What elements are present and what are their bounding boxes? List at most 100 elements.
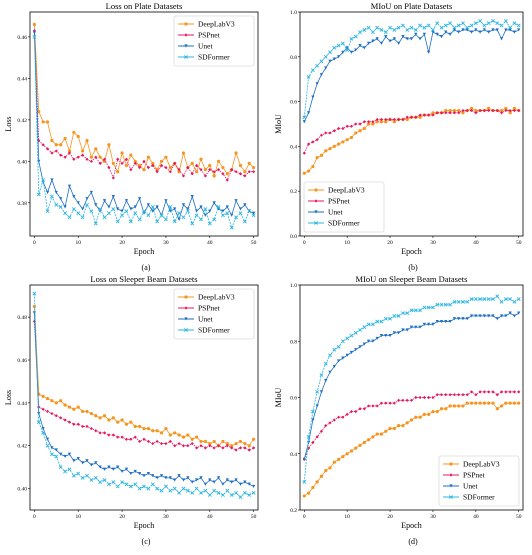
data-point — [324, 66, 328, 70]
data-point — [478, 108, 482, 113]
data-point — [461, 393, 465, 397]
data-point — [76, 456, 80, 461]
data-point — [72, 130, 76, 134]
data-point — [332, 57, 336, 61]
data-point — [85, 138, 89, 143]
data-point — [76, 471, 81, 476]
data-point — [499, 299, 504, 304]
data-point — [405, 421, 409, 425]
data-point — [341, 454, 345, 459]
data-point — [94, 155, 98, 159]
data-point — [247, 444, 251, 448]
x-tick-label: 40 — [473, 240, 479, 246]
data-point — [146, 155, 150, 159]
series-sdformer — [302, 19, 521, 120]
data-point — [409, 37, 414, 41]
data-point — [457, 393, 461, 397]
data-point — [173, 444, 177, 448]
data-point — [332, 144, 336, 148]
data-point — [32, 304, 36, 309]
data-point — [63, 205, 67, 209]
data-point — [345, 138, 349, 142]
data-point — [336, 55, 341, 59]
data-point — [302, 494, 306, 498]
data-point — [164, 165, 168, 170]
data-point — [336, 415, 341, 419]
chart-title: MIoU on Sleeper Beam Datasets — [356, 274, 468, 284]
data-point — [306, 75, 311, 79]
data-point — [45, 396, 50, 401]
data-point — [225, 441, 229, 446]
data-point — [435, 409, 439, 414]
data-point — [358, 345, 362, 349]
data-point — [85, 157, 89, 161]
data-point — [173, 161, 177, 166]
y-tick-label: 0.6 — [290, 396, 297, 402]
y-tick-label: 0.40 — [17, 159, 27, 165]
data-point — [311, 440, 315, 445]
y-tick-label: 1.0 — [290, 283, 297, 289]
data-point — [164, 155, 168, 159]
data-point — [45, 120, 50, 124]
data-point — [32, 29, 36, 33]
data-point — [439, 319, 444, 324]
data-point — [504, 401, 508, 405]
data-point — [401, 328, 405, 332]
data-point — [203, 488, 208, 493]
data-point — [444, 111, 448, 115]
data-point — [414, 395, 418, 400]
data-point — [177, 433, 181, 437]
data-point — [474, 108, 478, 113]
data-point — [159, 488, 164, 493]
data-point — [323, 361, 328, 366]
data-point — [306, 491, 311, 495]
data-point — [474, 111, 478, 115]
data-point — [473, 21, 478, 26]
data-point — [221, 209, 225, 213]
data-point — [336, 359, 341, 363]
data-point — [310, 409, 315, 414]
data-point — [457, 317, 461, 321]
data-point — [311, 164, 315, 169]
data-point — [315, 435, 319, 439]
data-point — [155, 429, 159, 433]
data-point — [133, 211, 138, 216]
legend-label: Unet — [198, 42, 213, 51]
data-point — [396, 25, 401, 30]
data-point — [247, 161, 251, 166]
data-point — [81, 409, 85, 414]
data-point — [311, 140, 315, 144]
series-deeplabv3 — [32, 22, 256, 178]
data-point — [431, 111, 435, 115]
data-point — [172, 219, 177, 224]
data-point — [409, 308, 414, 313]
data-point — [392, 120, 396, 124]
legend-marker — [314, 199, 318, 203]
data-point — [336, 344, 341, 349]
data-point — [495, 407, 499, 411]
data-point — [89, 463, 93, 467]
data-point — [401, 398, 405, 402]
data-point — [120, 469, 124, 474]
data-point — [444, 407, 448, 411]
legend-label: Unet — [463, 482, 478, 491]
data-point — [216, 476, 221, 480]
data-point — [63, 211, 67, 216]
data-point — [194, 486, 199, 491]
data-point — [72, 422, 76, 426]
data-point — [452, 28, 456, 32]
data-point — [242, 219, 247, 224]
data-point — [439, 302, 444, 307]
series-deeplabv3 — [302, 401, 521, 498]
data-point — [124, 422, 129, 426]
data-point — [212, 439, 216, 444]
data-point — [405, 115, 409, 119]
data-point — [208, 163, 212, 168]
data-point — [32, 22, 36, 27]
data-point — [85, 197, 89, 201]
data-point — [315, 389, 320, 394]
data-point — [358, 443, 362, 447]
data-point — [243, 170, 247, 174]
data-point — [478, 297, 483, 301]
data-point — [120, 435, 124, 439]
